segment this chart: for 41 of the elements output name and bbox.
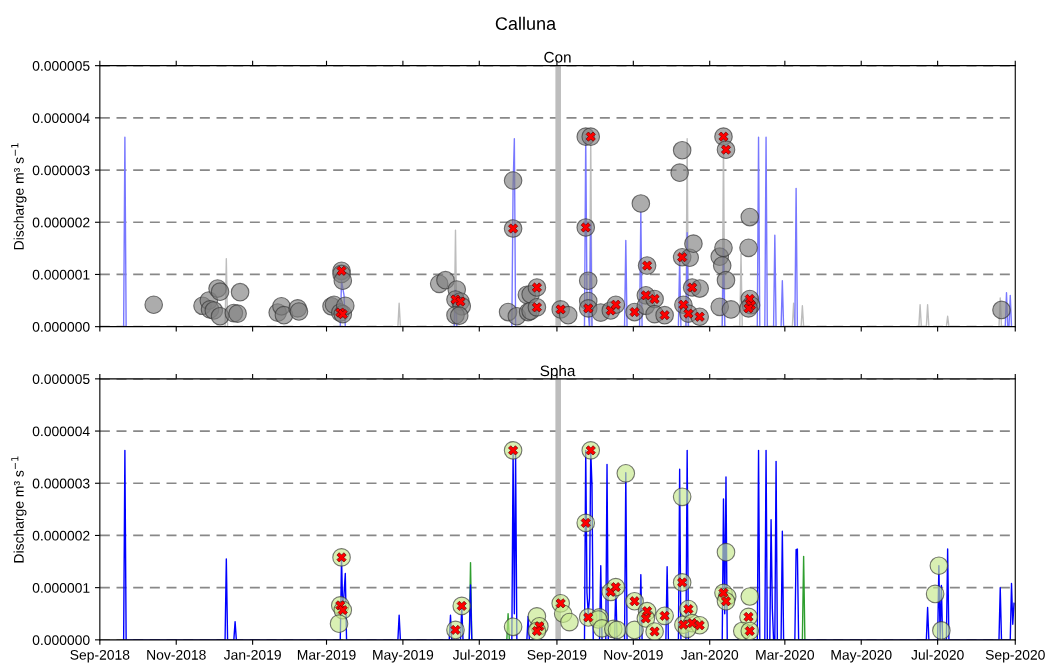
chart-subtitle: Spha	[540, 365, 576, 380]
point	[616, 463, 636, 483]
x-tick-label: Jul-2020	[911, 649, 964, 660]
y-tick-label: 0.000005	[32, 60, 90, 71]
y-tick-label: 0.000005	[32, 374, 90, 385]
point	[672, 487, 692, 507]
x-tick-label: Jan-2019	[223, 649, 281, 660]
y-tick-label: 0.000000	[32, 321, 90, 332]
point	[503, 617, 523, 637]
x-tick-label: Sep-2018	[70, 649, 130, 663]
y-tick-label: 0.000001	[32, 269, 90, 280]
y-tick-label: 0.000001	[32, 582, 90, 593]
point	[625, 620, 644, 640]
x-tick-label: Sep-2020	[985, 649, 1045, 663]
chart-subtitle: Con	[544, 51, 571, 63]
y-tick-label: 0.000000	[32, 635, 90, 646]
x-tick-label: Mar-2020	[756, 649, 815, 660]
x-tick-label: May-2020	[831, 649, 892, 663]
point	[716, 542, 736, 562]
point	[560, 612, 579, 632]
y-axis-title: Discharge m³ s$^{−1}$	[11, 456, 27, 563]
x-tick-label: Jul-2019	[452, 649, 506, 660]
point	[329, 614, 349, 634]
y-tick-label: 0.000002	[32, 217, 90, 228]
x-tick-label: Nov-2019	[604, 649, 663, 660]
x-tick-label: Sep-2019	[527, 649, 587, 663]
y-tick-label: 0.000003	[32, 478, 90, 489]
point	[925, 584, 945, 604]
x-tick-label: Jan-2020	[680, 649, 739, 660]
x-tick-label: Mar-2019	[297, 649, 356, 660]
point	[740, 587, 760, 606]
y-tick-label: 0.000004	[32, 113, 90, 124]
chart-title: Calluna	[495, 16, 557, 31]
point	[929, 556, 949, 576]
y-tick-label: 0.000004	[32, 426, 90, 437]
x-tick-label: Nov-2018	[147, 649, 206, 660]
point	[932, 621, 951, 640]
y-tick-label: 0.000002	[32, 530, 90, 541]
y-axis-title: Discharge m³ s$^{−1}$	[11, 143, 27, 250]
y-tick-label: 0.000003	[32, 165, 90, 176]
x-tick-label: May-2019	[373, 649, 434, 663]
